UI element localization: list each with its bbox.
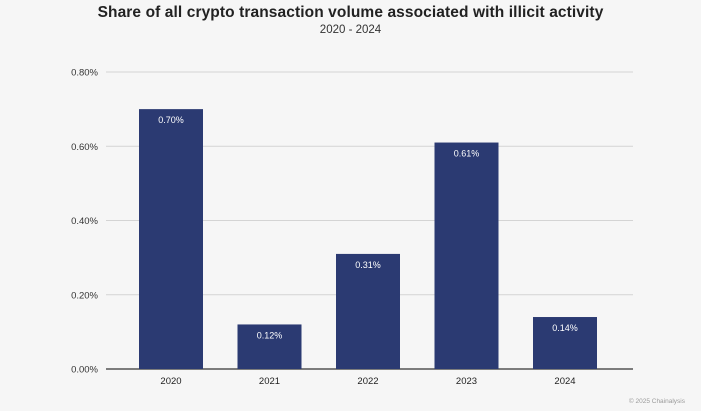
bar <box>533 317 597 369</box>
chart-subtitle: 2020 - 2024 <box>319 24 382 36</box>
bar <box>237 324 302 369</box>
data-label: 0.12% <box>257 330 283 340</box>
x-tick-label: 2023 <box>456 376 477 387</box>
data-label: 0.70% <box>158 115 184 125</box>
x-tick-label: 2022 <box>357 376 378 387</box>
source-credit: © 2025 Chainalysis <box>628 398 685 405</box>
x-tick-label: 2021 <box>259 376 280 387</box>
y-tick-label: 0.00% <box>71 365 98 376</box>
x-tick-label: 2020 <box>160 376 181 387</box>
y-tick-label: 0.60% <box>71 142 98 153</box>
y-tick-label: 0.40% <box>71 216 98 227</box>
y-tick-label: 0.20% <box>71 290 98 301</box>
data-label: 0.61% <box>454 149 480 159</box>
data-label: 0.14% <box>552 323 578 333</box>
x-tick-label: 2024 <box>554 376 575 387</box>
bar <box>434 142 499 369</box>
y-tick-label: 0.80% <box>71 68 98 79</box>
bar <box>336 253 400 369</box>
data-label: 0.31% <box>355 260 381 270</box>
chart-title: Share of all crypto transaction volume a… <box>97 4 604 21</box>
bar <box>139 109 203 369</box>
